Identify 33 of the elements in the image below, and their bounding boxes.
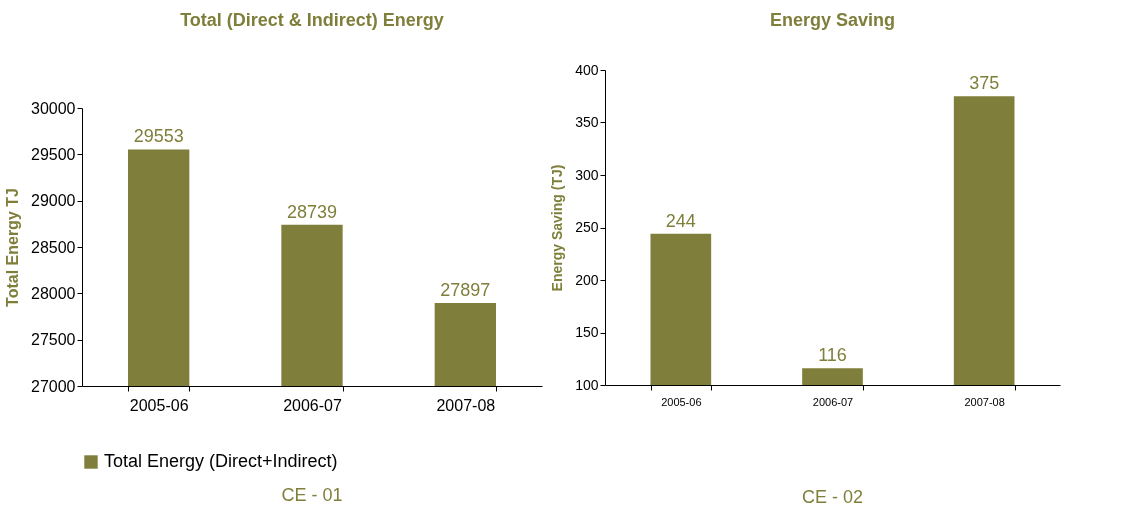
x-tick-label: 2007-08 bbox=[964, 395, 1005, 408]
y-tick-label: 28000 bbox=[31, 284, 76, 302]
y-axis-title: Total Energy TJ bbox=[4, 188, 22, 307]
y-tick-label: 400 bbox=[575, 61, 599, 78]
x-tick-label: 2006-07 bbox=[812, 395, 854, 408]
chart-title: Total (Direct & Indirect) Energy bbox=[180, 10, 444, 30]
data-label: 27897 bbox=[440, 279, 491, 300]
data-label: 375 bbox=[969, 73, 1000, 94]
chart-title: Energy Saving bbox=[769, 10, 896, 30]
text: CE - 01 bbox=[281, 485, 343, 505]
y-tick-label: 350 bbox=[575, 114, 599, 130]
data-label: 29553 bbox=[133, 126, 184, 147]
x-tick-label: 2007-08 bbox=[436, 396, 496, 414]
y-tick-label: 100 bbox=[575, 376, 599, 393]
y-tick-label: 30000 bbox=[31, 99, 76, 117]
y-axis-title: Energy Saving (TJ) bbox=[549, 164, 566, 292]
y-tick-label: 200 bbox=[575, 271, 599, 288]
y-tick-label: 300 bbox=[575, 166, 599, 183]
data-label: 244 bbox=[665, 210, 696, 231]
y-tick-label: 28500 bbox=[31, 238, 76, 256]
y-tick-label: 150 bbox=[575, 324, 599, 340]
y-tick-label: 29000 bbox=[31, 192, 76, 210]
legend-label: Total Energy (Direct+Indirect) bbox=[104, 451, 338, 471]
data-label: 116 bbox=[818, 345, 847, 366]
y-tick-label: 27000 bbox=[31, 377, 76, 395]
x-tick-label: 2006-07 bbox=[283, 396, 342, 414]
text: CE - 02 bbox=[801, 487, 864, 507]
y-tick-label: 27500 bbox=[31, 331, 76, 349]
x-tick-label: 2005-06 bbox=[129, 396, 189, 414]
y-tick-label: 29500 bbox=[31, 145, 76, 163]
data-label: 28739 bbox=[286, 201, 338, 222]
y-tick-label: 250 bbox=[575, 219, 599, 235]
x-tick-label: 2005-06 bbox=[661, 395, 702, 408]
